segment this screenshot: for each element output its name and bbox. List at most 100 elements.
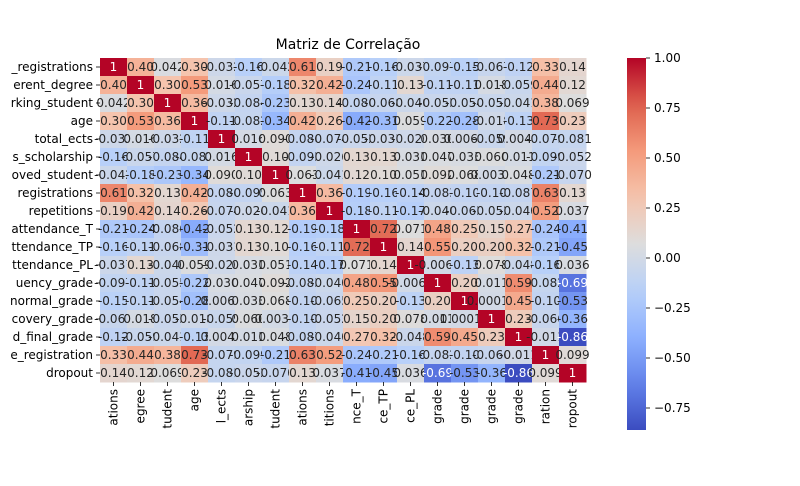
heatmap-cell [100, 94, 128, 113]
cell-value-label: 0.44 [127, 348, 154, 362]
heatmap-cell [397, 148, 425, 167]
heatmap-cell [316, 148, 344, 167]
heatmap-cell [316, 58, 344, 77]
cell-value-label: 0.060 [474, 150, 508, 164]
cell-value-label: -0.13 [449, 258, 480, 272]
heatmap-cell [343, 256, 371, 275]
x-tick-label: ce_TP [377, 389, 391, 424]
heatmap-cell [424, 202, 452, 221]
cell-value-label: 0.0047 [201, 330, 243, 344]
cell-value-label: -0.040 [310, 276, 349, 290]
heatmap-cell [559, 238, 587, 257]
heatmap-cell [451, 184, 479, 203]
heatmap-cell [100, 202, 128, 221]
y-tick-label: covery_grade [12, 312, 93, 326]
cell-value-label: -0.097 [94, 276, 133, 290]
heatmap-cell [127, 292, 155, 311]
heatmap-cell [316, 256, 344, 275]
heatmap-cell [208, 328, 236, 347]
cell-value-label: 0.099 [555, 348, 589, 362]
cell-value-label: -0.10 [287, 312, 318, 326]
cell-value-label: -0.040 [391, 96, 430, 110]
cell-value-label: -0.040 [418, 204, 457, 218]
heatmap-cell [316, 328, 344, 347]
heatmap-cell [505, 94, 533, 113]
heatmap-cell [181, 256, 209, 275]
cell-value-label: 0.36 [289, 204, 316, 218]
cell-value-label: 0.59 [505, 276, 532, 290]
cell-value-label: -0.69 [422, 366, 453, 380]
heatmap-cell [181, 112, 209, 131]
heatmap-cell [100, 166, 128, 185]
cell-value-label: 0.042 [96, 96, 130, 110]
heatmap-cell [262, 364, 290, 383]
cell-value-label: 0.047 [420, 150, 454, 164]
cell-value-label: -0.059 [121, 330, 160, 344]
heatmap-cell [343, 202, 371, 221]
heatmap-cell [100, 292, 128, 311]
heatmap-cell [127, 148, 155, 167]
heatmap-cell [559, 184, 587, 203]
cell-value-label: -0.082 [418, 348, 457, 362]
x-tick-label: nce_T [350, 388, 364, 424]
y-tick-label: oved_student [12, 168, 94, 182]
cell-value-label: 1 [218, 132, 226, 146]
heatmap-cell [316, 112, 344, 131]
cell-value-label: -0.11 [206, 114, 237, 128]
heatmap-cell [262, 328, 290, 347]
heatmap-cell [559, 112, 587, 131]
heatmap-cell [100, 310, 128, 329]
heatmap-cell [127, 130, 155, 149]
heatmap-cell [235, 76, 263, 95]
heatmap-cell [451, 112, 479, 131]
heatmap-cell [154, 58, 182, 77]
cell-value-label: -0.082 [526, 276, 565, 290]
heatmap-cell [343, 274, 371, 293]
cell-value-label: 1 [407, 258, 415, 272]
heatmap-cell [478, 148, 506, 167]
cell-value-label: -0.11 [125, 276, 156, 290]
x-tick-labels: ations egree tudent age l_ects arship tudent at… [107, 382, 580, 429]
cell-value-label: -0.16 [98, 150, 129, 164]
heatmap-cell [343, 166, 371, 185]
cell-value-label: -0.11 [449, 78, 480, 92]
cell-value-label: 0.12 [127, 366, 154, 380]
cell-value-label: 0.0036 [255, 312, 297, 326]
cell-value-label: -0.067 [94, 312, 133, 326]
cell-value-label: -0.026 [229, 204, 268, 218]
cell-value-label: 0.0067 [201, 294, 243, 308]
x-tick-label: titions [323, 389, 337, 426]
cell-value-label: 0.72 [370, 222, 397, 236]
heatmap-cell [127, 256, 155, 275]
heatmap-cell [154, 76, 182, 95]
heatmap-cell [316, 310, 344, 329]
cell-value-label: -0.19 [341, 186, 372, 200]
cell-value-label: -0.16 [287, 240, 318, 254]
x-tick-label: tudent [269, 389, 283, 429]
heatmap-cell [505, 238, 533, 257]
heatmap-cell [451, 148, 479, 167]
cell-value-label: -0.21 [260, 348, 291, 362]
heatmap-cell [181, 202, 209, 221]
heatmap-cell [397, 184, 425, 203]
cell-value-label: -0.24 [125, 222, 156, 236]
heatmap-cell [154, 310, 182, 329]
heatmap-cell [208, 148, 236, 167]
heatmap-cell [451, 94, 479, 113]
cell-value-label: 0.20 [451, 240, 478, 254]
cell-value-label: 0.20 [424, 294, 451, 308]
x-tick-label: ce_PL [404, 389, 418, 423]
heatmap-cell [343, 130, 371, 149]
cell-value-label: 0.13 [289, 96, 316, 110]
colorbar-tick-label: 0.00 [654, 251, 681, 265]
heatmap-cell [316, 274, 344, 293]
heatmap-cell [424, 328, 452, 347]
heatmap-cell [289, 202, 317, 221]
heatmap-cell [559, 328, 587, 347]
cell-value-label: 0.14 [100, 366, 127, 380]
heatmap-cell [208, 310, 236, 329]
cell-value-label: -0.086 [148, 222, 187, 236]
heatmap-cell [127, 310, 155, 329]
cell-value-label: 0.23 [181, 366, 208, 380]
heatmap-cell [289, 148, 317, 167]
